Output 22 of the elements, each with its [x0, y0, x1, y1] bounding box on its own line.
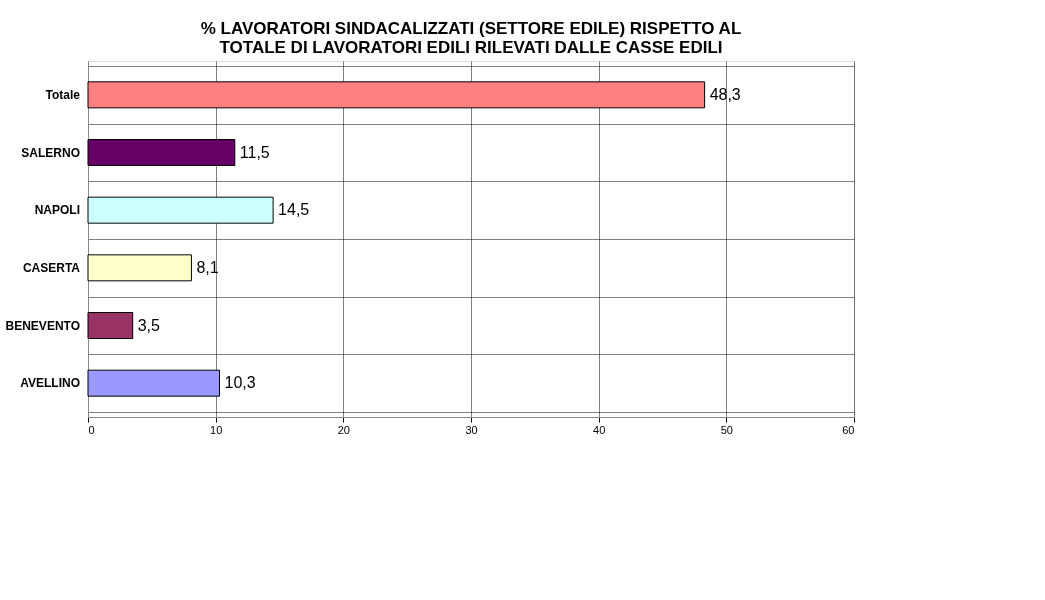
y-tick-label: BENEVENTO — [5, 318, 80, 333]
x-tick-label: 40 — [593, 423, 606, 436]
x-tick-label: 60 — [842, 423, 855, 436]
x-tick-label: 30 — [465, 423, 478, 436]
x-tick-label: 50 — [720, 423, 733, 436]
data-label: 48,3 — [709, 85, 741, 103]
bar — [87, 312, 134, 339]
y-tick-label: CASERTA — [22, 260, 81, 275]
data-label: 14,5 — [278, 201, 310, 219]
y-tick-label: NAPOLI — [34, 203, 80, 218]
data-label: 8,1 — [196, 258, 219, 276]
data-label: 10,3 — [224, 374, 256, 392]
y-tick-label: SALERNO — [21, 145, 80, 160]
bar — [87, 254, 192, 282]
x-tick-label: 10 — [210, 423, 223, 436]
x-tick-label: 0 — [88, 423, 95, 436]
data-label: 3,5 — [137, 316, 161, 334]
x-tick-label: 20 — [337, 423, 350, 436]
chart-title: % LAVORATORI SINDACALIZZATI (SETTORE EDILE) RISPETTO AL TOTALE DI LAVORATORI EDILI RILEVATI DALLE CASSE EDILI — [200, 19, 742, 57]
y-tick-label: AVELLINO — [20, 376, 80, 391]
y-tick-label: Totale — [45, 87, 81, 102]
data-label: 11,5 — [239, 143, 270, 161]
